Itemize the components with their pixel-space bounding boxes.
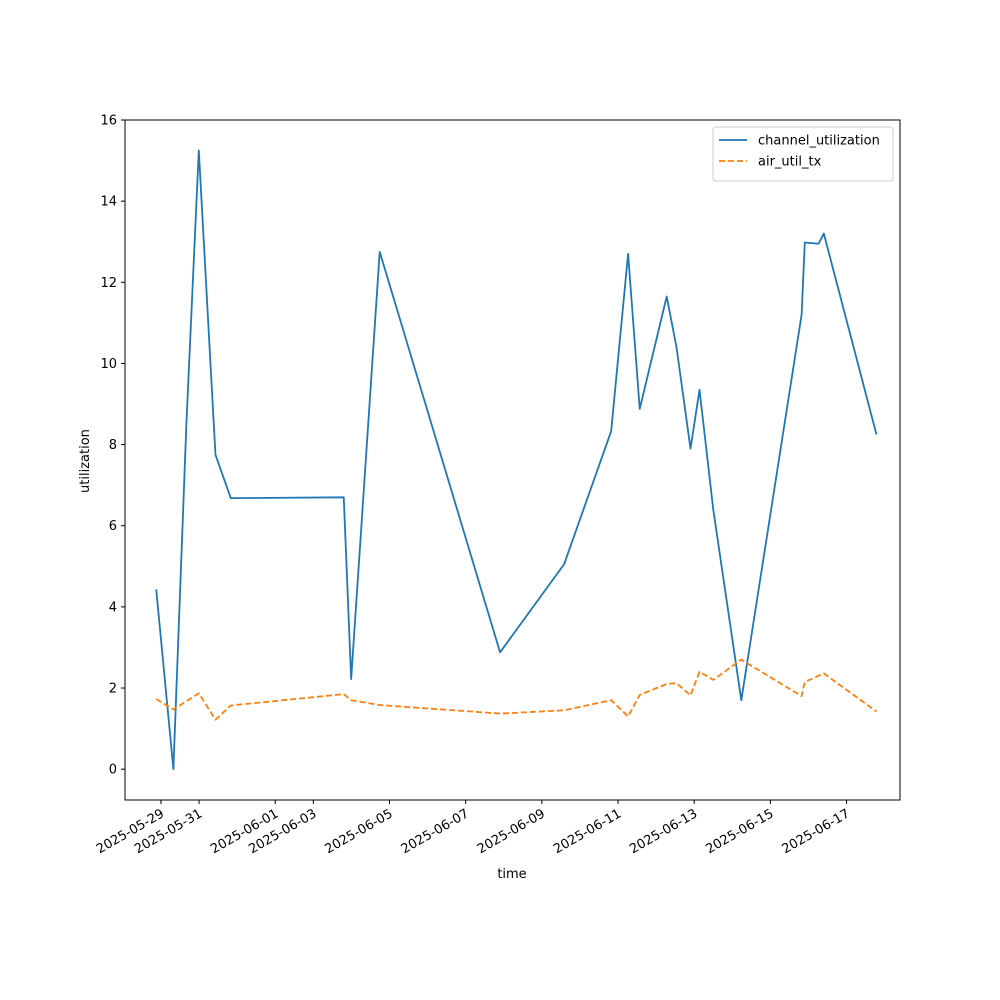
legend: channel_utilization air_util_tx: [712, 126, 894, 182]
y-tick-label: 16: [100, 114, 117, 129]
y-tick-label: 14: [100, 195, 117, 210]
y-axis: 0 2 4 6 8 10 12 14 16: [100, 114, 125, 778]
legend-label: channel_utilization: [758, 134, 880, 149]
series-line-channel-utilization: [155, 149, 878, 771]
y-axis-label: utilization: [78, 429, 93, 493]
y-tick-label: 2: [109, 682, 117, 697]
plot-lines: [155, 149, 878, 771]
y-tick-label: 12: [100, 276, 117, 291]
plot-frame: [124, 119, 901, 801]
legend-label: air_util_tx: [758, 155, 822, 170]
y-tick-label: 4: [109, 600, 117, 615]
y-tick-label: 8: [109, 438, 117, 453]
y-tick-label: 10: [100, 357, 117, 372]
series-line-air-util-tx: [155, 658, 877, 721]
y-tick-label: 0: [109, 763, 117, 778]
y-tick-label: 6: [109, 519, 117, 534]
legend-box: [712, 126, 894, 182]
x-axis-label: time: [497, 867, 526, 882]
